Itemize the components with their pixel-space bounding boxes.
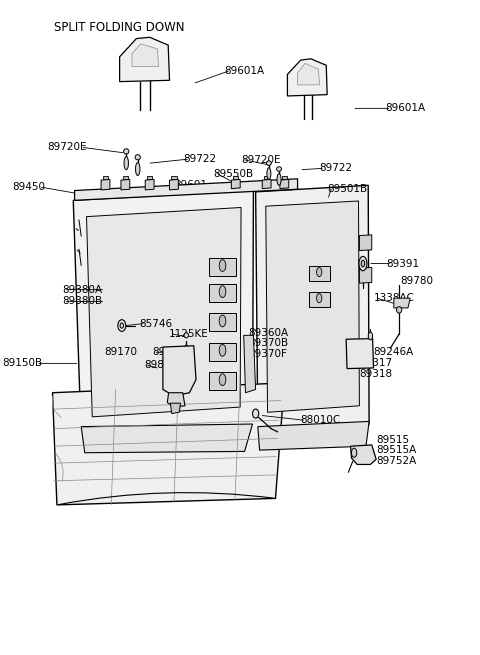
Ellipse shape [316,293,322,303]
Polygon shape [123,176,128,179]
Ellipse shape [219,374,226,386]
Polygon shape [171,176,177,179]
Ellipse shape [351,448,357,457]
Ellipse shape [266,161,271,166]
Polygon shape [231,179,240,189]
Polygon shape [256,185,369,430]
Text: 89170: 89170 [104,347,137,357]
Ellipse shape [124,157,129,170]
Polygon shape [346,339,373,369]
Ellipse shape [183,345,189,360]
Polygon shape [52,383,284,505]
Text: 89752A: 89752A [376,456,417,466]
Ellipse shape [123,149,129,154]
Text: 89861B: 89861B [144,360,184,370]
Polygon shape [350,445,376,464]
Text: 1338AC: 1338AC [373,293,414,303]
Text: 89722: 89722 [184,154,217,164]
Polygon shape [169,179,179,190]
Text: 89601A: 89601A [225,66,265,76]
Text: 89317: 89317 [360,358,393,368]
Text: 89150B: 89150B [2,358,42,368]
Text: 85746: 85746 [140,318,173,329]
Text: 89780: 89780 [400,276,433,286]
Text: 89370F: 89370F [248,348,287,358]
Ellipse shape [219,315,226,327]
Polygon shape [86,208,241,417]
Text: 89380B: 89380B [63,297,103,307]
Bar [309,265,330,281]
Polygon shape [74,179,298,200]
Polygon shape [73,191,253,437]
Ellipse shape [276,167,281,172]
Polygon shape [132,44,158,67]
Polygon shape [282,176,287,179]
Ellipse shape [267,168,271,179]
Text: 89501B: 89501B [327,184,368,195]
Text: 1125KE: 1125KE [168,329,208,339]
Polygon shape [81,424,252,453]
Polygon shape [264,176,269,179]
Text: 89550B: 89550B [214,168,254,179]
Polygon shape [145,179,154,190]
Polygon shape [394,298,410,308]
Polygon shape [266,201,360,412]
Text: 89380A: 89380A [63,285,103,295]
Ellipse shape [252,409,259,418]
Ellipse shape [219,286,226,297]
Polygon shape [360,267,372,283]
Text: 89391: 89391 [386,259,419,269]
Ellipse shape [277,174,281,185]
Polygon shape [101,179,110,190]
Polygon shape [121,179,130,190]
Bar [209,257,236,276]
Ellipse shape [368,332,372,340]
Bar [209,284,236,302]
Ellipse shape [396,307,402,313]
Polygon shape [298,64,320,85]
Text: 89246A: 89246A [373,347,414,357]
Text: SPLIT FOLDING DOWN: SPLIT FOLDING DOWN [54,21,184,34]
Text: 89360A: 89360A [248,328,288,338]
Polygon shape [262,179,271,189]
Text: 89515: 89515 [376,435,409,445]
Polygon shape [288,59,327,96]
Ellipse shape [135,155,140,160]
Polygon shape [163,346,196,396]
Ellipse shape [184,333,189,338]
Text: 89720E: 89720E [241,155,280,165]
Text: 89710: 89710 [153,347,186,357]
Ellipse shape [361,260,365,267]
Ellipse shape [219,345,226,356]
Text: 89450: 89450 [12,182,45,193]
Ellipse shape [135,162,140,176]
Bar [209,343,236,361]
Text: 89318: 89318 [360,369,393,379]
Polygon shape [258,421,369,450]
Polygon shape [280,179,289,189]
Text: 89601A: 89601A [385,103,425,113]
Polygon shape [170,403,180,413]
Ellipse shape [316,267,322,276]
Bar [209,372,236,390]
Polygon shape [244,335,256,393]
Bar [309,291,330,307]
Ellipse shape [219,259,226,271]
Text: 88010C: 88010C [300,415,340,425]
Bar [209,313,236,331]
Ellipse shape [120,323,123,328]
Text: 89515A: 89515A [376,445,417,455]
Polygon shape [103,176,108,179]
Ellipse shape [118,320,126,331]
Polygon shape [168,393,185,407]
Polygon shape [120,37,169,82]
Text: 89720E: 89720E [47,143,86,153]
Text: 89601: 89601 [174,180,207,191]
Polygon shape [147,176,152,179]
Text: 89370B: 89370B [248,338,288,348]
Polygon shape [360,235,372,251]
Ellipse shape [359,256,367,271]
Polygon shape [233,176,239,179]
Text: 89722: 89722 [319,163,352,174]
